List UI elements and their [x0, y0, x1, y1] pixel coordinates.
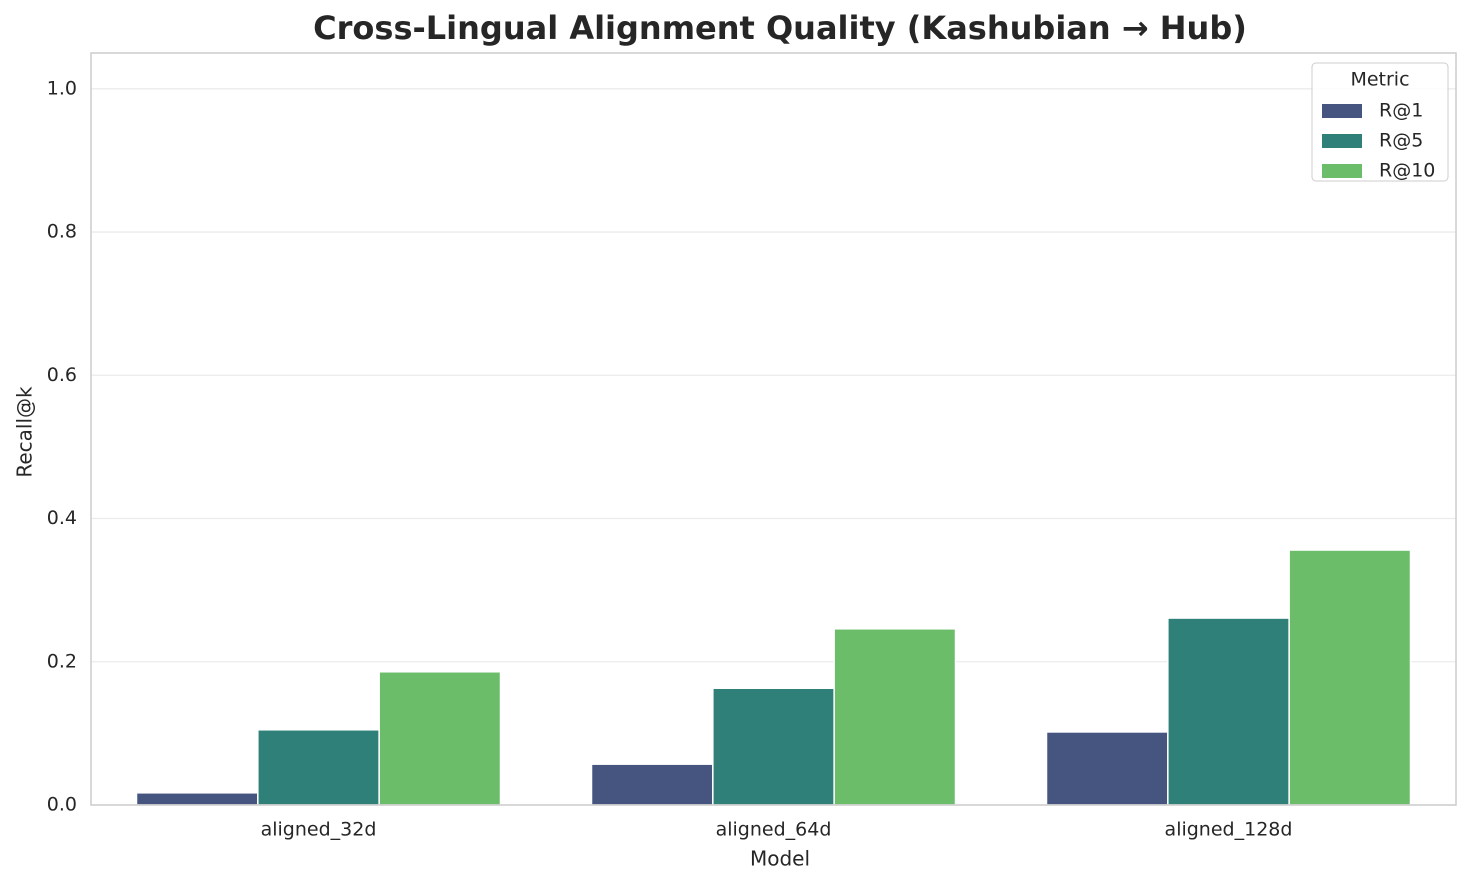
x-tick-label: aligned_32d — [261, 819, 377, 841]
chart-title: Cross-Lingual Alignment Quality (Kashubi… — [313, 9, 1247, 47]
legend: Metric R@1 R@5 R@10 — [1311, 62, 1449, 182]
bar — [590, 763, 714, 806]
legend-label: R@5 — [1379, 130, 1423, 152]
x-axis-label: Model — [750, 847, 810, 871]
bar — [1167, 617, 1290, 806]
bar — [135, 792, 259, 806]
legend-label: R@1 — [1379, 100, 1423, 122]
legend-swatch — [1322, 104, 1362, 118]
legend-swatch — [1322, 164, 1362, 178]
legend-label: R@10 — [1379, 160, 1435, 182]
bar — [378, 671, 502, 806]
legend-swatch — [1322, 134, 1362, 148]
bar — [1288, 549, 1412, 806]
bar — [1045, 731, 1169, 806]
bar — [712, 687, 835, 806]
x-tick-label: aligned_64d — [716, 819, 832, 841]
y-axis-label: Recall@k — [13, 386, 37, 478]
bar — [833, 628, 957, 806]
y-tick-label: 0.0 — [47, 794, 77, 816]
y-tick-label: 1.0 — [47, 77, 77, 99]
y-tick-label: 0.2 — [47, 650, 77, 672]
y-tick-label: 0.8 — [47, 221, 77, 243]
legend-frame — [1311, 62, 1449, 182]
y-tick-label: 0.6 — [47, 364, 77, 386]
y-tick-label: 0.4 — [47, 507, 77, 529]
plot-frame — [90, 52, 1457, 806]
legend-title: Metric — [1350, 69, 1409, 91]
x-tick-label: aligned_128d — [1165, 819, 1293, 841]
bar — [257, 729, 380, 806]
